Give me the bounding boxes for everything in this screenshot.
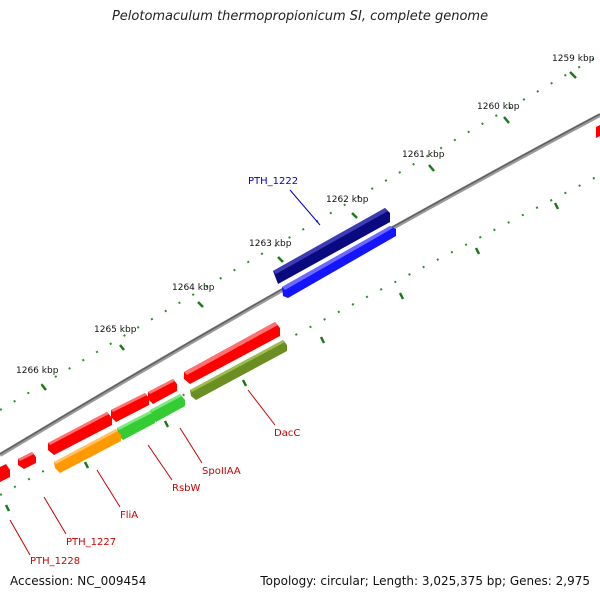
tick-mark: [41, 384, 47, 391]
gene-SpoIIAA-leader: [179, 427, 203, 464]
map-title: Pelotomaculum thermopropionicum SI, comp…: [111, 9, 489, 24]
tick-mark: [4, 504, 11, 512]
tick-mark: [351, 212, 358, 219]
tick-label: 1264 kbp: [172, 283, 215, 293]
gene-PTH_1222-label: PTH_1222: [248, 176, 298, 187]
gene-PTH_1228-bar[interactable]: [0, 464, 10, 482]
major-ticks: [41, 71, 577, 391]
inner-major-ticks: [4, 202, 560, 512]
tick-mark: [83, 461, 90, 469]
gene-DacC-olive-bar[interactable]: [190, 340, 287, 400]
gene-FliA-label: FliA: [120, 510, 138, 521]
gene-PTH_1222-arrow[interactable]: [282, 226, 396, 298]
gene-RsbW-label: RsbW: [172, 483, 201, 494]
tick-mark: [163, 420, 170, 428]
gene-PTH_1227-leader: [43, 496, 67, 535]
gene-PTH_1228-leader: [9, 519, 31, 556]
tick-mark: [241, 379, 248, 387]
gene-RsbW-green-bar[interactable]: [117, 411, 155, 440]
tick-mark: [119, 344, 125, 351]
tick-label: 1266 kbp: [16, 366, 59, 376]
tick-label: 1262 kbp: [326, 195, 369, 205]
summary-label: Topology: circular; Length: 3,025,375 bp…: [260, 574, 590, 588]
accession-label: Accession: NC_009454: [10, 574, 147, 588]
gene-DacC-leader: [247, 389, 276, 426]
tick-label: 1261 kbp: [402, 150, 445, 160]
tick-mark: [398, 292, 405, 300]
gene-SpoIIAA-green-bar[interactable]: [150, 394, 185, 422]
gene-partial-right[interactable]: [596, 125, 600, 138]
gene-DacC-label: DacC: [274, 428, 300, 439]
gene-FliA-bar[interactable]: [48, 412, 112, 455]
gene-FliA-leader: [96, 469, 121, 508]
tick-mark: [319, 336, 326, 344]
gene-FliA-orange-bar[interactable]: [54, 429, 121, 473]
tick-mark: [569, 71, 577, 79]
gene-PTH_1228-label: PTH_1228: [30, 556, 80, 567]
tick-mark: [277, 256, 284, 263]
tick-label: 1259 kbp: [552, 54, 595, 64]
tick-mark: [553, 202, 560, 210]
tick-label: 1260 kbp: [477, 102, 520, 112]
tick-mark: [428, 164, 435, 172]
gene-RsbW-bar[interactable]: [111, 393, 149, 422]
tick-mark: [503, 116, 510, 124]
gene-SpoIIAA-label: SpoIIAA: [202, 466, 241, 477]
gene-RsbW-leader: [147, 444, 173, 481]
tick-mark: [474, 247, 481, 255]
gene-SpoIIAA-bar[interactable]: [148, 379, 177, 404]
gene-PTH_1227-bar[interactable]: [18, 452, 36, 469]
tick-label: 1263 kbp: [249, 239, 292, 249]
gene-DacC-bar[interactable]: [184, 322, 280, 384]
tick-mark: [197, 301, 204, 308]
gene-PTH_1222-bar[interactable]: [273, 208, 390, 284]
gene-PTH_1222-leader: [289, 189, 321, 226]
gene-PTH_1227-label: PTH_1227: [66, 537, 116, 548]
tick-label: 1265 kbp: [94, 325, 137, 335]
